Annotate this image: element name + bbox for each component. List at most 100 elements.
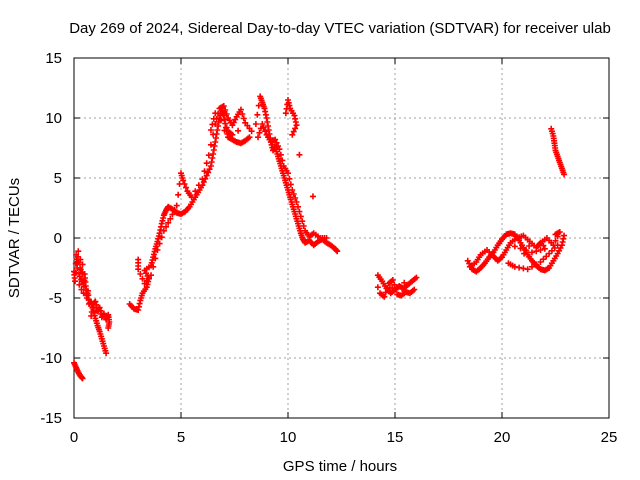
data-point bbox=[246, 134, 253, 141]
data-point bbox=[511, 263, 518, 270]
data-point bbox=[203, 172, 210, 179]
data-point bbox=[201, 168, 208, 175]
x-tick-label: 25 bbox=[601, 429, 618, 446]
data-point bbox=[275, 143, 282, 149]
data-point bbox=[523, 247, 530, 254]
data-point bbox=[135, 266, 142, 273]
y-tick-label: 5 bbox=[54, 170, 62, 187]
data-point bbox=[297, 213, 304, 220]
data-point bbox=[285, 170, 291, 177]
data-point bbox=[103, 350, 110, 357]
data-point bbox=[158, 234, 165, 241]
axis-ticks bbox=[73, 57, 610, 419]
data-point bbox=[382, 289, 389, 296]
data-point bbox=[293, 122, 300, 129]
data-point bbox=[210, 131, 217, 138]
data-point bbox=[195, 182, 202, 189]
data-point bbox=[279, 157, 286, 164]
data-point bbox=[235, 127, 242, 134]
data-point bbox=[300, 223, 307, 229]
data-point bbox=[171, 207, 178, 213]
x-tick-label: 5 bbox=[177, 429, 185, 446]
data-point bbox=[163, 223, 170, 230]
data-point bbox=[292, 195, 299, 201]
y-tick-label: 0 bbox=[54, 230, 62, 247]
data-point bbox=[392, 286, 399, 293]
data-point bbox=[561, 171, 568, 178]
data-point bbox=[77, 266, 84, 273]
data-point bbox=[77, 256, 84, 263]
data-point bbox=[290, 128, 297, 135]
data-point bbox=[260, 124, 267, 131]
data-point bbox=[239, 111, 246, 117]
data-point bbox=[537, 247, 544, 253]
data-point bbox=[173, 202, 180, 209]
data-point bbox=[276, 146, 283, 153]
data-point bbox=[182, 184, 189, 191]
data-point bbox=[287, 181, 294, 188]
data-point bbox=[72, 278, 79, 285]
data-point bbox=[165, 219, 172, 226]
data-point bbox=[292, 125, 299, 132]
series-arc-d bbox=[126, 107, 253, 313]
data-point bbox=[286, 175, 293, 182]
data-point bbox=[206, 166, 213, 173]
y-tick-label: -5 bbox=[49, 290, 62, 307]
data-point bbox=[517, 245, 524, 252]
data-point bbox=[209, 121, 216, 128]
data-point bbox=[401, 279, 408, 286]
data-point bbox=[533, 248, 540, 255]
data-point bbox=[248, 128, 255, 135]
data-point bbox=[181, 181, 188, 187]
data-point bbox=[180, 177, 187, 184]
series-arc-h bbox=[374, 272, 420, 300]
data-point bbox=[205, 169, 212, 176]
data-point bbox=[299, 218, 306, 225]
data-point bbox=[76, 281, 83, 288]
data-point bbox=[188, 194, 195, 201]
data-point bbox=[148, 272, 155, 279]
data-point bbox=[273, 139, 280, 146]
data-point bbox=[217, 117, 224, 124]
data-point bbox=[167, 215, 174, 222]
data-point bbox=[554, 242, 561, 249]
x-tick-label: 0 bbox=[70, 429, 78, 446]
series-arc-k bbox=[548, 125, 568, 178]
data-point bbox=[389, 277, 396, 283]
data-point bbox=[137, 271, 144, 277]
y-tick-label: -15 bbox=[40, 410, 62, 427]
data-point bbox=[210, 115, 217, 122]
x-axis-label: GPS time / hours bbox=[283, 458, 397, 475]
data-point bbox=[237, 106, 244, 113]
x-tick-label: 10 bbox=[280, 429, 297, 446]
data-point bbox=[411, 286, 418, 293]
y-tick-label: -10 bbox=[40, 350, 62, 367]
series-arc-b bbox=[71, 248, 110, 357]
data-point bbox=[296, 208, 303, 215]
data-point bbox=[526, 243, 533, 249]
data-point bbox=[240, 115, 247, 122]
data-point bbox=[225, 128, 232, 135]
data-point bbox=[220, 103, 227, 109]
data-point bbox=[520, 265, 527, 272]
data-points bbox=[71, 93, 568, 382]
data-point bbox=[293, 199, 300, 205]
series-arc-g bbox=[255, 97, 330, 241]
data-point bbox=[254, 111, 261, 118]
data-point bbox=[289, 131, 296, 138]
data-point bbox=[79, 261, 86, 268]
data-point bbox=[541, 245, 548, 252]
chart-title: Day 269 of 2024, Sidereal Day-to-day VTE… bbox=[69, 20, 611, 37]
data-point bbox=[76, 273, 83, 280]
data-point bbox=[294, 203, 301, 210]
data-point bbox=[323, 235, 330, 241]
data-point bbox=[399, 285, 406, 292]
data-point bbox=[150, 263, 157, 270]
data-point bbox=[105, 325, 112, 331]
data-point bbox=[521, 250, 528, 257]
data-point bbox=[72, 269, 79, 276]
tick-labels: 0 5 10 15 20 25 -15 -10 -5 0 5 10 15 bbox=[40, 50, 617, 446]
x-tick-label: 20 bbox=[494, 429, 511, 446]
data-point bbox=[561, 232, 568, 239]
